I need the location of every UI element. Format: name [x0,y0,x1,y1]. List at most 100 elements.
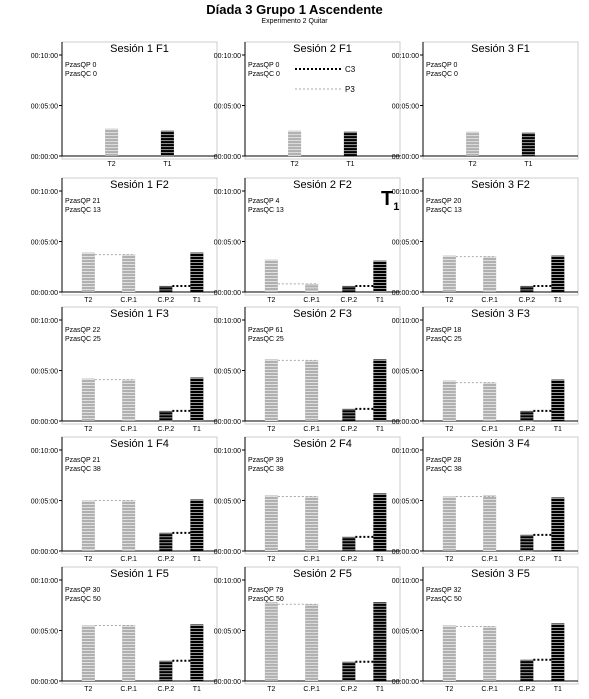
x-tick-label: C.P.1 [481,426,498,433]
x-tick-label: C.P.1 [303,297,320,304]
panel-stat: PzasQC 25 [65,336,101,343]
y-tick-label: 00:05:00 [392,104,419,111]
panel-title: Sesión 2 F3 [293,308,352,320]
x-tick-label: C.P.2 [341,686,358,693]
y-tick-label: 00:00:00 [31,154,58,161]
y-tick-label: 00:05:00 [31,104,58,111]
y-tick-label: 00:05:00 [31,369,58,376]
panel-frame [244,41,401,160]
bar-c3 [520,534,534,551]
page-subtitle: Experimento 2 Quitar [261,18,328,25]
x-tick-label: T1 [376,556,384,563]
y-tick-label: 00:00:00 [214,154,241,161]
x-tick-label: T2 [445,556,453,563]
bar-p3 [442,496,456,551]
x-tick-label: T1 [193,426,201,433]
t1-corner-label: T1 [381,188,400,213]
panel-stat: PzasQC 25 [248,336,284,343]
y-tick-label: 00:00:00 [392,679,419,686]
y-tick-label: 00:00:00 [214,290,241,297]
x-tick-label: C.P.2 [158,426,175,433]
panel-stat: PzasQC 50 [65,596,101,603]
bar-c3 [342,408,356,421]
panel-stat: PzasQP 18 [426,327,461,334]
panel-stat: PzasQP 21 [65,457,100,464]
y-tick-label: 00:05:00 [214,499,241,506]
panel-stat: PzasQC 50 [426,596,462,603]
panel-title: Sesión 1 F4 [110,438,169,450]
bar-p3 [483,256,497,292]
bar-c3 [159,532,173,551]
x-tick-label: T1 [554,686,562,693]
x-tick-label: T2 [108,161,116,168]
panel-stat: PzasQP 39 [248,457,283,464]
panel-title: Sesión 1 F5 [110,568,169,580]
x-tick-label: T2 [267,556,275,563]
panel-stat: PzasQC 0 [65,71,97,78]
panel-title: Sesión 3 F5 [471,568,530,580]
x-tick-label: C.P.2 [519,426,536,433]
panel-title: Sesión 1 F1 [110,43,169,55]
y-tick-label: 00:10:00 [214,448,241,455]
x-tick-label: T1 [554,297,562,304]
x-tick-label: T1 [376,426,384,433]
panel-title: Sesión 3 F4 [471,438,530,450]
y-tick-label: 00:00:00 [392,290,419,297]
bar-p3 [483,626,497,681]
x-tick-label: C.P.1 [120,686,137,693]
y-tick-label: 00:10:00 [31,318,58,325]
bar-c3 [190,499,204,551]
y-tick-label: 00:05:00 [31,499,58,506]
bar-p3 [305,604,319,681]
x-tick-label: T1 [524,161,532,168]
bar-p3 [466,131,480,156]
y-tick-label: 00:05:00 [214,240,241,247]
bar-c3 [551,255,565,292]
panel-stat: PzasQP 28 [426,457,461,464]
y-tick-label: 00:05:00 [214,104,241,111]
y-tick-label: 00:05:00 [214,629,241,636]
bar-c3 [159,410,173,421]
y-tick-label: 00:05:00 [31,240,58,247]
x-tick-label: T2 [84,297,92,304]
x-tick-label: T1 [163,161,171,168]
bar-p3 [81,252,95,292]
y-tick-label: 00:00:00 [392,419,419,426]
bar-c3 [520,410,534,421]
y-tick-label: 00:05:00 [392,240,419,247]
panel-stat: PzasQP 79 [248,587,283,594]
panel-stat: PzasQC 13 [248,207,284,214]
x-tick-label: T2 [445,297,453,304]
panel-frame [61,41,218,160]
panel-stat: PzasQP 0 [248,62,279,69]
x-tick-label: C.P.2 [158,686,175,693]
x-tick-label: T1 [554,556,562,563]
x-tick-label: T1 [193,297,201,304]
x-tick-label: C.P.2 [158,297,175,304]
x-tick-label: C.P.1 [481,556,498,563]
bar-c3 [521,132,535,156]
x-tick-label: T2 [84,556,92,563]
x-tick-label: T2 [267,686,275,693]
x-tick-label: C.P.2 [341,297,358,304]
panel-title: Sesión 3 F3 [471,308,530,320]
panel-title: Sesión 2 F2 [293,179,352,191]
x-tick-label: T2 [291,161,299,168]
x-tick-label: C.P.2 [158,556,175,563]
x-tick-label: C.P.1 [120,426,137,433]
panel-stat: PzasQC 0 [248,71,280,78]
panel-title: Sesión 2 F5 [293,568,352,580]
bar-p3 [81,378,95,421]
y-tick-label: 00:05:00 [392,369,419,376]
bar-c3 [190,252,204,292]
x-tick-label: C.P.2 [519,556,536,563]
y-tick-label: 00:00:00 [214,549,241,556]
x-tick-label: T2 [84,686,92,693]
x-tick-label: C.P.1 [481,297,498,304]
x-tick-label: T2 [84,426,92,433]
bar-c3 [520,285,534,292]
legend-label: C3 [345,65,356,74]
panel-stat: PzasQP 61 [248,327,283,334]
panel-title: Sesión 1 F3 [110,308,169,320]
bar-p3 [122,254,136,292]
